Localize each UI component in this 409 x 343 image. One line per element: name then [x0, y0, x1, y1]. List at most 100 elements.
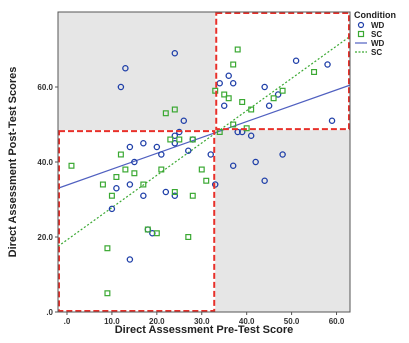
data-point-sc [167, 136, 174, 143]
data-point-wd [274, 91, 282, 98]
data-point-wd [220, 102, 228, 110]
highlight-quadrant-top-right [215, 12, 350, 131]
data-point-sc [153, 230, 160, 237]
data-point-sc [108, 192, 115, 199]
data-point-sc [234, 46, 241, 53]
data-point-wd [229, 80, 237, 87]
data-point-wd [158, 151, 165, 158]
data-point-sc [230, 61, 237, 68]
x-tick-label: 30.0 [194, 317, 210, 326]
legend-item-wd-line: WD [355, 39, 385, 48]
data-point-sc [117, 151, 124, 158]
x-tick-label: 10.0 [104, 317, 120, 326]
data-point-wd [279, 151, 286, 158]
quadrant-shading [58, 12, 350, 312]
x-tick-label: 60.0 [329, 317, 345, 326]
legend-label: SC [371, 48, 382, 57]
legend-marker-sc [357, 30, 365, 38]
data-point-wd [171, 139, 179, 147]
legend-marker-wd [357, 21, 365, 29]
data-point-sc [158, 166, 165, 173]
data-point-wd [113, 184, 120, 192]
x-tick-label: 50.0 [284, 317, 300, 326]
data-point-sc [189, 192, 196, 199]
quadrant-highlights [58, 12, 350, 312]
fit-line-wd [57, 84, 351, 189]
data-point-sc [113, 174, 120, 181]
data-point-sc [239, 98, 246, 105]
data-point-sc [212, 87, 219, 94]
data-point-wd [153, 143, 161, 151]
data-point-sc [230, 121, 237, 128]
shaded-quadrant-top-left [58, 12, 216, 131]
data-point-wd [171, 192, 179, 199]
data-point-sc [68, 162, 75, 169]
data-point-sc [189, 136, 196, 143]
tick-labels: .0 10.0 20.0 30.0 40.0 50.0 60.0 .0 20.0 40.0 60.0 [37, 83, 344, 326]
data-point-sc [144, 226, 151, 233]
data-point-sc [185, 234, 192, 241]
data-point-wd [140, 139, 147, 147]
x-tick-label: 20.0 [149, 317, 165, 326]
data-point-sc [225, 95, 232, 102]
x-axis-label: Direct Assessment Pre-Test Score [115, 324, 294, 336]
data-point-sc [104, 245, 111, 252]
data-point-wd [247, 132, 255, 139]
data-point-sc [198, 166, 205, 173]
fit-lines [57, 35, 351, 247]
legend-title: Condition [354, 10, 396, 20]
data-point-wd [225, 72, 232, 80]
data-point-sc [248, 106, 255, 113]
data-point-sc [311, 68, 318, 75]
data-point-sc [122, 166, 129, 173]
data-point-sc [171, 106, 178, 113]
legend-label: SC [371, 30, 382, 39]
data-point-wd [180, 117, 188, 125]
legend-item-wd-marker: WD [357, 21, 385, 30]
data-point-wd [117, 83, 125, 91]
data-point-sc [140, 181, 147, 188]
y-tick-label: 40.0 [37, 158, 53, 167]
y-tick-label: 20.0 [37, 233, 53, 242]
shaded-quadrant-bottom-right [215, 130, 350, 312]
x-tick-label: 40.0 [239, 317, 255, 326]
data-point-wd [126, 256, 134, 263]
data-point-wd [252, 158, 259, 166]
y-axis-label: Direct Assessment Post-Test Scores [7, 67, 19, 258]
data-point-wd [207, 151, 214, 158]
data-point-wd [324, 61, 331, 68]
legend-label: WD [371, 21, 385, 30]
y-tick-label: .0 [46, 308, 53, 317]
data-point-wd [229, 162, 237, 169]
data-point-wd [140, 192, 147, 199]
data-point-wd [328, 117, 336, 125]
data-point-wd [265, 102, 273, 110]
data-point-wd [171, 50, 179, 57]
data-point-sc [99, 181, 106, 188]
legend-item-sc-line: SC [355, 48, 382, 57]
data-point-wd [261, 177, 268, 184]
data-point-wd [185, 147, 192, 154]
plot-area-frame [57, 11, 351, 313]
data-point-wd [126, 181, 134, 188]
data-point-sc [162, 110, 169, 117]
data-point-sc [270, 95, 277, 102]
data-point-sc [104, 290, 111, 297]
data-point-wd [162, 188, 170, 196]
data-point-wd [126, 143, 134, 151]
data-point-sc [176, 136, 183, 143]
data-point-wd [131, 158, 138, 166]
data-points [68, 46, 336, 297]
data-point-wd [171, 132, 179, 139]
data-point-wd [292, 57, 300, 65]
legend-label: WD [371, 39, 385, 48]
data-point-sc [221, 91, 228, 98]
y-tick-label: 60.0 [37, 83, 53, 92]
data-point-wd [122, 65, 129, 72]
data-point-sc [171, 189, 178, 196]
data-point-wd [108, 205, 116, 213]
data-point-wd [261, 83, 268, 91]
data-point-sc [279, 87, 286, 94]
